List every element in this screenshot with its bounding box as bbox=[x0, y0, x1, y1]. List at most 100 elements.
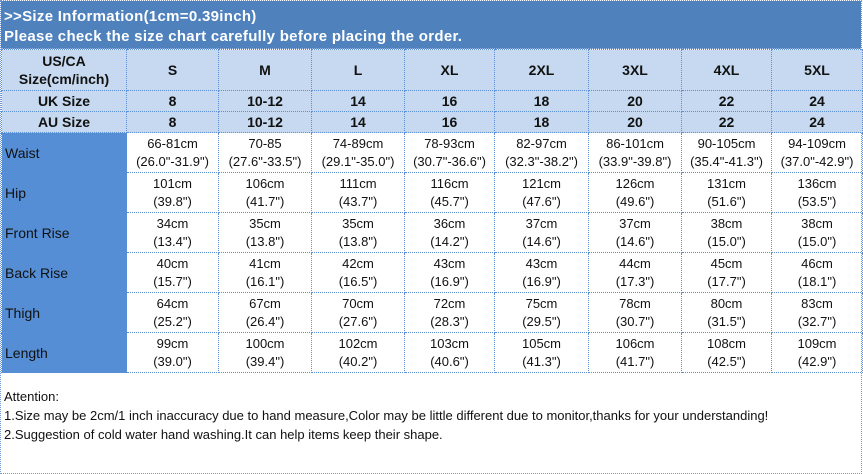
measurement-cell: 80cm (31.5") bbox=[681, 292, 772, 333]
row-label: Hip bbox=[1, 172, 127, 213]
measurement-cell: 43cm (16.9") bbox=[494, 252, 589, 293]
cm-value: 78-93cm bbox=[424, 135, 475, 151]
cm-value: 36cm bbox=[433, 215, 466, 231]
cm-value: 103cm bbox=[429, 335, 470, 351]
size-header: XL bbox=[404, 49, 495, 91]
cm-value: 44cm bbox=[619, 255, 651, 271]
uk-size-row: UK Size 8 10-12 14 16 18 20 22 24 bbox=[1, 90, 863, 112]
inch-value: (13.4") bbox=[153, 233, 192, 249]
measurement-cell: 70cm (27.6") bbox=[311, 292, 405, 333]
inch-value: (30.7"-36.6") bbox=[413, 153, 486, 169]
measurement-cell: 35cm (13.8") bbox=[218, 212, 312, 253]
size-header: L bbox=[311, 49, 405, 91]
row-label: Thigh bbox=[1, 292, 127, 333]
cm-value: 74-89cm bbox=[332, 135, 384, 151]
attention-notes: Attention: 1.Size may be 2cm/1 inch inac… bbox=[1, 373, 861, 444]
inch-value: (42.9") bbox=[797, 353, 837, 369]
inch-value: (28.3") bbox=[430, 313, 469, 329]
uk-size-value: 8 bbox=[126, 90, 219, 112]
cm-value: 82-97cm bbox=[516, 135, 567, 151]
cm-value: 78cm bbox=[619, 295, 651, 311]
cm-value: 37cm bbox=[619, 215, 651, 231]
cm-value: 111cm bbox=[339, 175, 377, 191]
table-row: Length 99cm (39.0") 100cm (39.4") 102cm (40.2"… bbox=[1, 332, 863, 373]
cm-value: 101cm bbox=[152, 175, 193, 191]
size-header: S bbox=[126, 49, 219, 91]
au-size-row: AU Size 8 10-12 14 16 18 20 22 24 bbox=[1, 111, 863, 133]
cm-value: 64cm bbox=[156, 295, 189, 311]
measurement-cell: 45cm (17.7") bbox=[681, 252, 772, 293]
inch-value: (15.0") bbox=[797, 233, 837, 249]
measurement-cell: 75cm (29.5") bbox=[494, 292, 589, 333]
inch-value: (41.7") bbox=[245, 193, 285, 209]
size-header: 2XL bbox=[494, 49, 589, 91]
cm-value: 70cm bbox=[342, 295, 374, 311]
measurement-cell: 72cm (28.3") bbox=[404, 292, 495, 333]
uk-size-value: 22 bbox=[681, 90, 772, 112]
measurement-cell: 46cm (18.1") bbox=[771, 252, 863, 293]
measurement-cell: 37cm (14.6") bbox=[588, 212, 682, 253]
inch-value: (45.7") bbox=[430, 193, 469, 209]
inch-value: (29.5") bbox=[522, 313, 561, 329]
inch-value: (27.6"-33.5") bbox=[228, 153, 302, 169]
measurement-cell: 94-109cm (37.0"-42.9") bbox=[771, 132, 863, 173]
inch-value: (33.9"-39.8") bbox=[598, 153, 672, 169]
measurement-cell: 100cm (39.4") bbox=[218, 332, 312, 373]
size-header: 3XL bbox=[588, 49, 682, 91]
cm-value: 75cm bbox=[525, 295, 558, 311]
inch-value: (39.8") bbox=[153, 193, 192, 209]
inch-value: (47.6") bbox=[522, 193, 561, 209]
inch-value: (39.4") bbox=[245, 353, 285, 369]
inch-value: (53.5") bbox=[797, 193, 837, 209]
inch-value: (41.3") bbox=[522, 353, 561, 369]
au-size-label: AU Size bbox=[1, 111, 127, 133]
cm-value: 105cm bbox=[521, 335, 562, 351]
cm-value: 108cm bbox=[706, 335, 747, 351]
inch-value: (32.3"-38.2") bbox=[505, 153, 578, 169]
cm-value: 43cm bbox=[433, 255, 466, 271]
measurement-cell: 86-101cm (33.9"-39.8") bbox=[588, 132, 682, 173]
inch-value: (32.7") bbox=[797, 313, 837, 329]
cm-value: 102cm bbox=[338, 335, 378, 351]
inch-value: (13.8") bbox=[338, 233, 378, 249]
cm-value: 72cm bbox=[433, 295, 466, 311]
cm-value: 86-101cm bbox=[606, 135, 664, 151]
cm-value: 67cm bbox=[249, 295, 281, 311]
attention-note-1: 1.Size may be 2cm/1 inch inaccuracy due … bbox=[4, 408, 769, 423]
au-size-value: 24 bbox=[771, 111, 863, 133]
uk-size-label: UK Size bbox=[1, 90, 127, 112]
measurement-cell: 106cm (41.7") bbox=[588, 332, 682, 373]
cm-value: 35cm bbox=[342, 215, 374, 231]
measurement-cell: 67cm (26.4") bbox=[218, 292, 312, 333]
measurement-cell: 111cm (43.7") bbox=[311, 172, 405, 213]
inch-value: (40.2") bbox=[338, 353, 378, 369]
inch-value: (26.4") bbox=[245, 313, 285, 329]
inch-value: (39.0") bbox=[153, 353, 192, 369]
cm-value: 35cm bbox=[249, 215, 281, 231]
measurement-cell: 70-85 (27.6"-33.5") bbox=[218, 132, 312, 173]
row-label: Back Rise bbox=[1, 252, 127, 293]
inch-value: (16.5") bbox=[338, 273, 378, 289]
cm-value: 34cm bbox=[156, 215, 189, 231]
header-label: US/CA Size(cm/inch) bbox=[1, 49, 127, 91]
measurement-cell: 83cm (32.7") bbox=[771, 292, 863, 333]
cm-value: 100cm bbox=[245, 335, 285, 351]
inch-value: (35.4"-41.3") bbox=[690, 153, 763, 169]
inch-value: (13.8") bbox=[245, 233, 285, 249]
cm-value: 136cm bbox=[797, 175, 837, 191]
measurement-cell: 126cm (49.6") bbox=[588, 172, 682, 213]
table-row: Waist 66-81cm (26.0"-31.9") 70-85 (27.6"-33.… bbox=[1, 132, 863, 173]
measurement-cell: 44cm (17.3") bbox=[588, 252, 682, 293]
cm-value: 38cm bbox=[801, 215, 833, 231]
cm-value: 106cm bbox=[245, 175, 285, 191]
measurement-cell: 64cm (25.2") bbox=[126, 292, 219, 333]
measurement-cell: 41cm (16.1") bbox=[218, 252, 312, 293]
inch-value: (51.6") bbox=[707, 193, 746, 209]
measurement-cell: 90-105cm (35.4"-41.3") bbox=[681, 132, 772, 173]
uk-size-value: 18 bbox=[494, 90, 589, 112]
measurement-cell: 78-93cm (30.7"-36.6") bbox=[404, 132, 495, 173]
cm-value: 126cm bbox=[615, 175, 655, 191]
size-header: 5XL bbox=[771, 49, 863, 91]
cm-value: 38cm bbox=[710, 215, 743, 231]
